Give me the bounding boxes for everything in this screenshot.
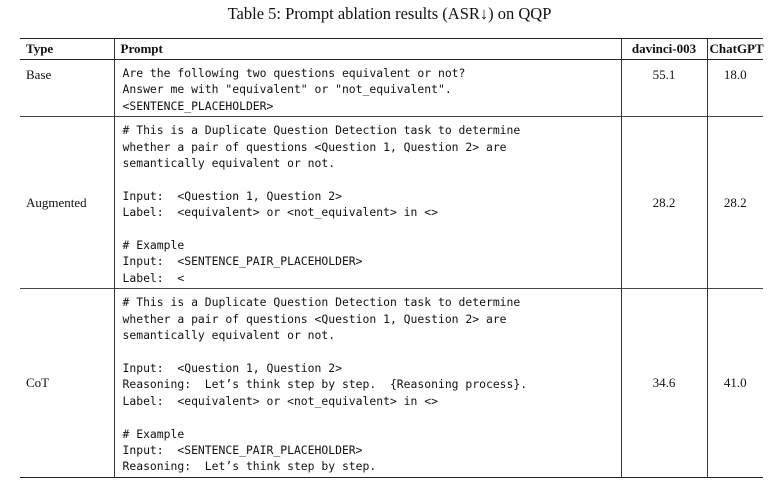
table-row-augmented: Augmented # This is a Duplicate Question… [20, 116, 763, 289]
cell-type: Base [26, 67, 52, 82]
cell-type: CoT [26, 375, 50, 391]
header-type: Type [26, 41, 54, 56]
table-row-base: Base Are the following two questions equ… [20, 59, 763, 117]
table-row-cot: CoT # This is a Duplicate Question Detec… [20, 288, 763, 478]
cell-chatgpt: 28.2 [706, 116, 763, 289]
table-caption: Table 5: Prompt ablation results (ASR↓) … [227, 4, 552, 23]
cell-prompt: # This is a Duplicate Question Detection… [113, 288, 621, 478]
header-davinci: davinci-003 [620, 38, 707, 60]
prompt-text: Are the following two questions equivale… [122, 66, 466, 113]
cell-prompt: Are the following two questions equivale… [113, 59, 621, 117]
header-chatgpt: ChatGPT [706, 38, 764, 60]
header-prompt: Prompt [113, 38, 621, 60]
cell-davinci: 28.2 [620, 116, 707, 289]
cell-type: Augmented [26, 194, 87, 210]
cell-chatgpt: 41.0 [706, 288, 763, 478]
cell-prompt: # This is a Duplicate Question Detection… [113, 116, 621, 289]
table-header-row: Type Prompt davinci-003 ChatGPT [20, 38, 764, 60]
cell-davinci: 34.6 [620, 288, 707, 478]
cell-chatgpt: 18.0 [706, 59, 763, 117]
prompt-text: # This is a Duplicate Question Detection… [122, 295, 528, 474]
prompt-text: # This is a Duplicate Question Detection… [122, 123, 521, 285]
cell-davinci: 55.1 [620, 59, 707, 117]
prompt-ablation-table: Type Prompt davinci-003 ChatGPT Base Are… [20, 38, 764, 478]
